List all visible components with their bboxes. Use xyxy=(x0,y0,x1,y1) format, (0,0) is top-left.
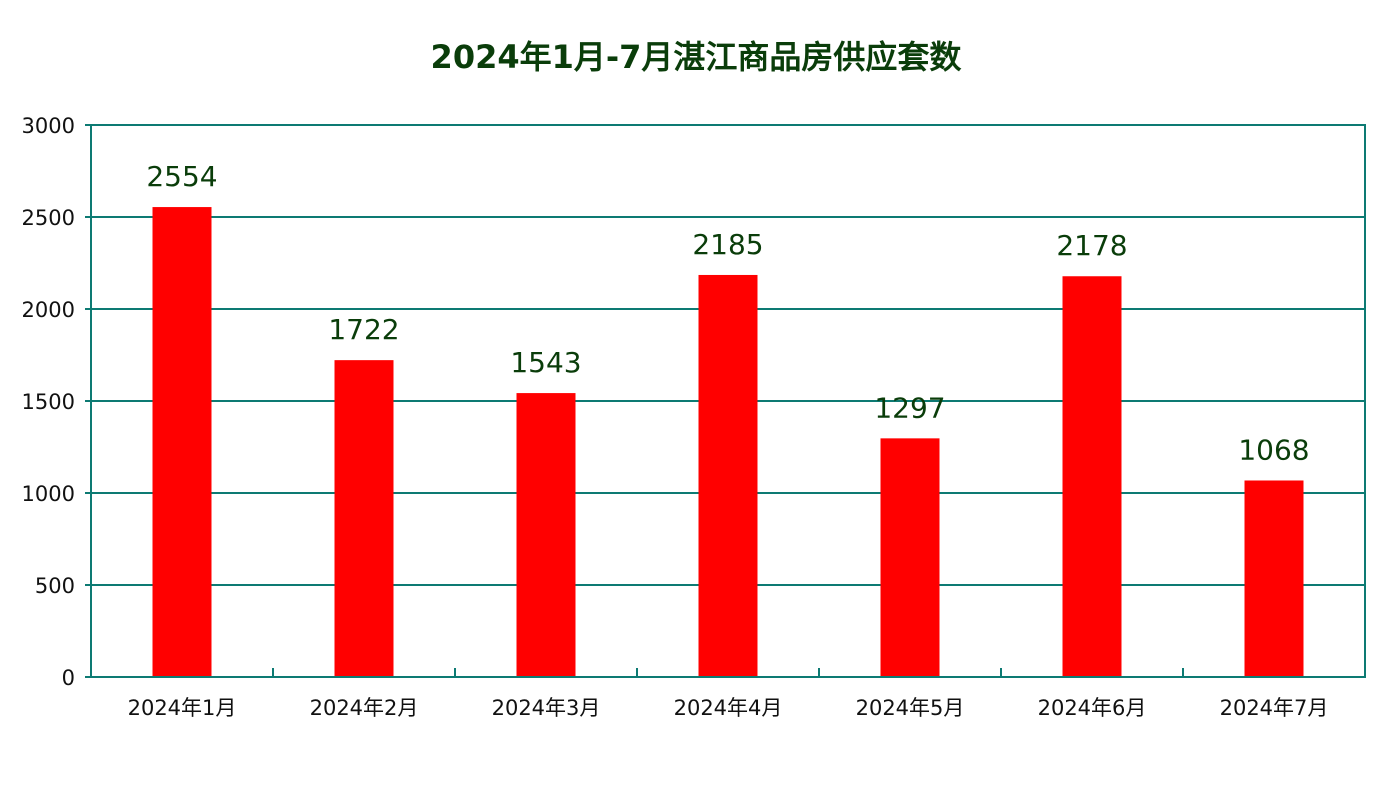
data-label: 1543 xyxy=(510,346,581,379)
bar xyxy=(1062,276,1122,677)
bar xyxy=(152,207,212,677)
labels: 0 500 1000 1500 2000 2500 3000 2554 2024年1月 1722 2… xyxy=(22,114,1329,720)
bar xyxy=(1244,480,1304,677)
data-label: 2178 xyxy=(1056,229,1127,262)
x-tick-label: 2024年2月 xyxy=(310,696,419,720)
y-tick-label: 500 xyxy=(35,574,75,598)
y-tick-label: 0 xyxy=(62,666,75,690)
x-tick-label: 2024年6月 xyxy=(1038,696,1147,720)
x-tick-label: 2024年7月 xyxy=(1220,696,1329,720)
bars xyxy=(152,207,1304,677)
data-label: 2554 xyxy=(146,160,217,193)
bar xyxy=(698,274,758,677)
data-label: 1068 xyxy=(1238,433,1309,466)
y-tick-label: 1500 xyxy=(22,390,75,414)
axes xyxy=(85,124,1366,678)
bar xyxy=(516,393,576,677)
bar xyxy=(880,438,940,677)
y-tick-label: 2000 xyxy=(22,298,75,322)
data-label: 2185 xyxy=(692,228,763,261)
y-tick-label: 2500 xyxy=(22,206,75,230)
chart-title: 2024年1月-7月湛江商品房供应套数 xyxy=(430,38,962,76)
x-tick-label: 2024年3月 xyxy=(492,696,601,720)
x-tick-label: 2024年4月 xyxy=(674,696,783,720)
data-label: 1722 xyxy=(328,313,399,346)
y-tick-label: 3000 xyxy=(22,114,75,138)
y-tick-label: 1000 xyxy=(22,482,75,506)
x-tick-label: 2024年1月 xyxy=(128,696,237,720)
x-tick-label: 2024年5月 xyxy=(856,696,965,720)
bar xyxy=(334,360,394,677)
data-label: 1297 xyxy=(874,391,945,424)
